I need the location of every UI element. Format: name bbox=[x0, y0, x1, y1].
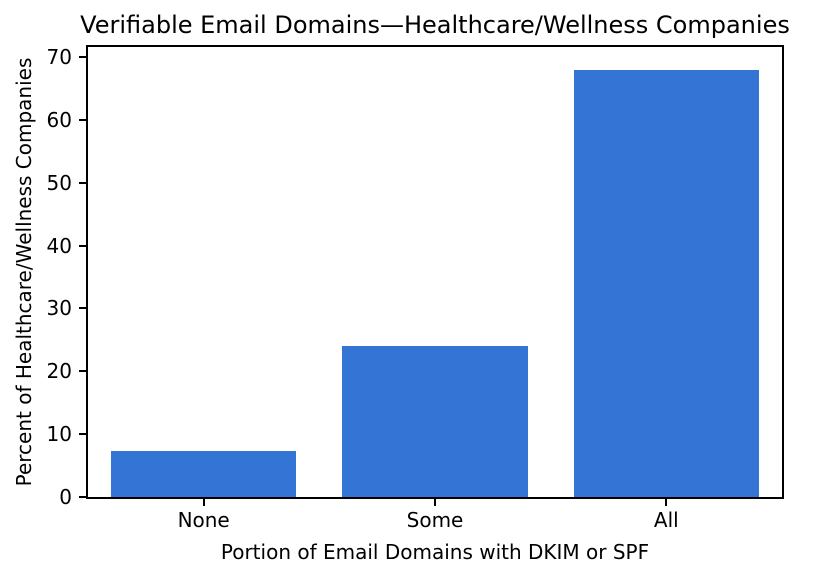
y-tick-label: 30 bbox=[46, 296, 72, 321]
chart-title: Verifiable Email Domains—Healthcare/Well… bbox=[80, 11, 790, 39]
y-tick-mark bbox=[79, 181, 86, 184]
y-tick-mark bbox=[79, 118, 86, 121]
y-tick-mark bbox=[79, 370, 86, 373]
y-tick-label: 70 bbox=[46, 45, 72, 70]
x-tick-mark bbox=[665, 499, 668, 506]
bar-none bbox=[111, 450, 297, 497]
y-tick-label: 10 bbox=[46, 422, 72, 447]
x-axis-title: Portion of Email Domains with DKIM or SP… bbox=[220, 540, 650, 564]
y-tick-mark bbox=[79, 244, 86, 247]
plot-area bbox=[86, 45, 784, 499]
y-tick-mark bbox=[79, 433, 86, 436]
y-tick-mark bbox=[79, 496, 86, 498]
y-tick-mark bbox=[79, 307, 86, 310]
y-tick-label: 20 bbox=[46, 359, 72, 384]
y-tick-label: 60 bbox=[46, 107, 72, 132]
bar-all bbox=[573, 69, 759, 497]
y-tick-label: 0 bbox=[59, 485, 72, 509]
x-tick-label: Some bbox=[406, 508, 464, 532]
y-tick-label: 40 bbox=[46, 233, 72, 258]
x-tick-mark bbox=[202, 499, 205, 506]
x-tick-label: None bbox=[177, 508, 230, 532]
x-tick-mark bbox=[434, 499, 436, 506]
bar-some bbox=[342, 345, 528, 497]
y-tick-mark bbox=[79, 56, 86, 59]
y-tick-label: 50 bbox=[46, 170, 72, 195]
x-tick-label: All bbox=[653, 508, 679, 532]
